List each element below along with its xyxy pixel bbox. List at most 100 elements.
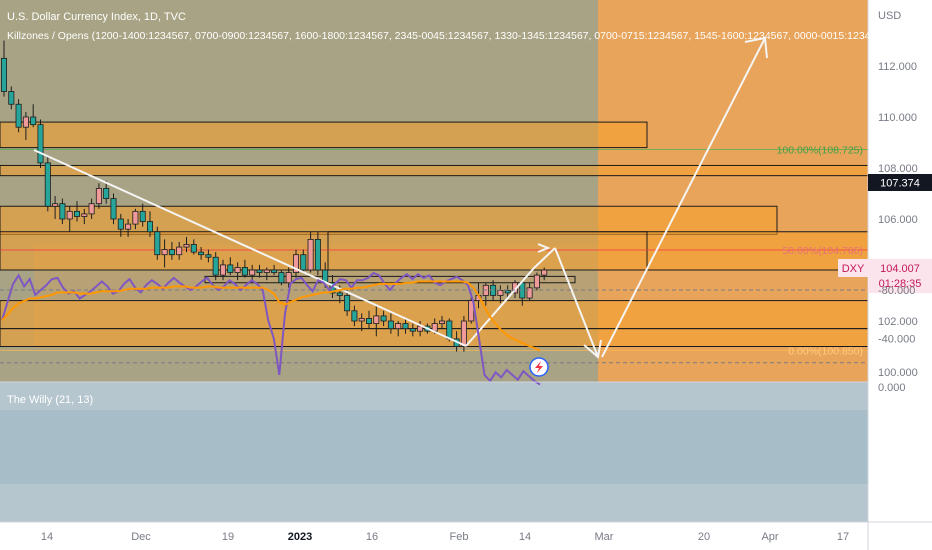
candle-body <box>380 315 387 322</box>
lightning-icon <box>535 361 543 373</box>
fib-level-label: 0.00%(100.850) <box>788 345 863 357</box>
candle-body <box>59 203 66 220</box>
time-tick-label: Mar <box>595 531 614 543</box>
symbol-tag <box>838 259 868 277</box>
candle-body <box>497 289 504 296</box>
drawings <box>33 36 768 359</box>
zone-box <box>204 275 576 284</box>
candle-body <box>183 244 190 248</box>
candle-body <box>227 264 234 273</box>
oscillator-scale-ticks: 0.000 -40.000 -80.000 <box>878 285 915 394</box>
candle-body <box>526 287 533 299</box>
time-tick-label: 14 <box>519 531 531 543</box>
oscillator-tick-label: 0.000 <box>878 382 906 394</box>
supply-demand-zones <box>0 121 869 347</box>
candle-body <box>125 223 132 230</box>
candle-body <box>271 269 278 273</box>
candle-body <box>285 272 292 284</box>
candle-body <box>161 249 168 256</box>
candle-body <box>168 249 175 256</box>
price-tick-label: 102.000 <box>878 316 918 328</box>
willy-signal-line <box>1 280 541 352</box>
oscillator-tick-label: -40.000 <box>878 334 915 346</box>
current-price-value: 104.007 <box>880 263 920 275</box>
candle-body <box>146 221 153 233</box>
candle-body <box>351 310 358 322</box>
candle-body <box>110 198 117 220</box>
candle-body <box>292 254 299 273</box>
candle-body <box>15 103 22 128</box>
candle-body <box>22 116 29 128</box>
candle-body <box>241 267 248 276</box>
projection-down-path <box>554 247 599 358</box>
chart-title: U.S. Dollar Currency Index, 1D, TVC <box>7 11 186 23</box>
arrow-head <box>744 36 768 59</box>
candle-body <box>373 315 380 324</box>
time-tick-label: 16 <box>366 531 378 543</box>
willy-line <box>1 271 541 386</box>
candle-body <box>88 203 95 215</box>
candle-body <box>8 91 15 105</box>
candle-body <box>278 272 285 284</box>
zone-box <box>0 205 778 235</box>
candle-body <box>212 256 219 276</box>
time-tick-label: 19 <box>222 531 234 543</box>
projection-target-path <box>601 37 766 358</box>
candle-body <box>74 210 81 217</box>
candle-body <box>219 264 226 276</box>
candle-body <box>314 238 321 271</box>
candle-body <box>44 162 51 207</box>
candle-body <box>358 318 365 322</box>
candle-body <box>37 124 44 164</box>
zone-box <box>327 231 648 271</box>
candle-body <box>256 269 263 273</box>
oscillator-band <box>0 410 868 484</box>
candle-body <box>95 187 102 205</box>
bar-countdown: 01:28:35 <box>879 278 922 290</box>
candle-body <box>198 251 205 256</box>
symbol-tag-label: DXY <box>842 263 865 275</box>
price-tick-label: 110.000 <box>878 112 917 124</box>
indicator-legend: Killzones / Opens (1200-1400:1234567, 07… <box>7 30 900 42</box>
candle-body <box>409 328 416 332</box>
arrow-head <box>583 339 602 359</box>
trend-line <box>33 149 467 347</box>
last-price-badge <box>868 174 932 191</box>
candle-body <box>132 210 139 225</box>
fib-level-label: 50.00%(104.786) <box>782 245 863 257</box>
candle-body <box>307 238 314 271</box>
candle-body <box>446 320 453 340</box>
currency-label: USD <box>878 10 901 22</box>
candle-body <box>81 213 88 217</box>
candle-body <box>395 323 402 330</box>
candle-body <box>344 295 351 312</box>
fib-level-label: 100.00%(108.725) <box>777 145 863 157</box>
candle-body <box>336 292 343 296</box>
candle-body <box>154 231 161 256</box>
candle-body <box>205 254 212 258</box>
time-tick-label: 17 <box>837 531 849 543</box>
candle-body <box>0 57 7 92</box>
time-tick-label: Apr <box>761 531 778 543</box>
price-tick-label: 100.000 <box>878 367 918 379</box>
oscillator-title: The Willy (21, 13) <box>7 394 93 406</box>
candle-body <box>263 269 270 273</box>
candle-body <box>117 218 124 230</box>
candle-body <box>176 246 183 256</box>
candle-body <box>504 289 511 294</box>
candle-body <box>52 203 59 207</box>
time-axis[interactable]: 14 Dec 19 2023 16 Feb 14 Mar 20 Apr 17 <box>41 531 849 543</box>
candle-body <box>460 320 467 347</box>
price-tick-label: 112.000 <box>878 61 917 73</box>
fib-retracement: 100.00%(108.725) 50.00%(104.786) 0.00%(100… <box>0 145 868 357</box>
current-price-badge <box>868 259 932 293</box>
candle-body <box>103 187 110 199</box>
arrow-head <box>537 243 551 253</box>
candles <box>0 40 548 352</box>
candle-body <box>438 320 445 324</box>
zone-box <box>0 121 648 149</box>
candle-body <box>30 116 37 126</box>
candle-body <box>541 269 548 276</box>
candle-body <box>66 210 73 220</box>
